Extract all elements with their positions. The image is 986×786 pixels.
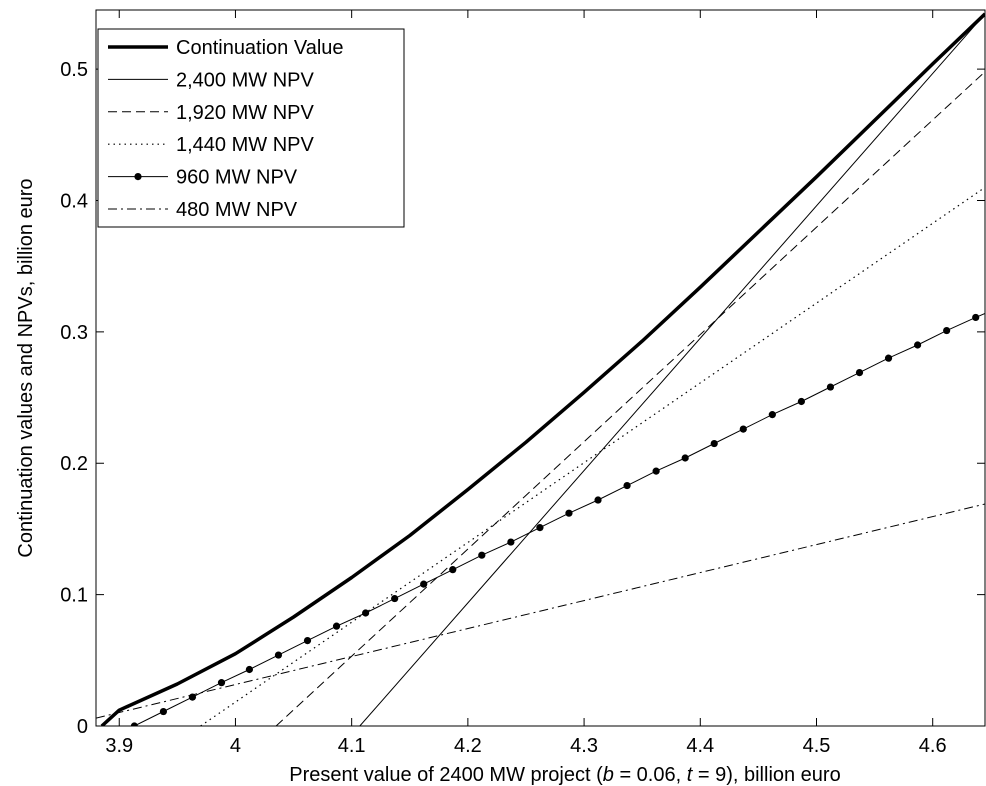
- series-marker: [245, 665, 253, 674]
- y-tick-label: 0.3: [60, 322, 88, 344]
- axes: [95, 9, 986, 727]
- series-marker: [884, 354, 893, 362]
- series-marker: [159, 707, 168, 716]
- series-marker: [332, 622, 341, 630]
- x-tick-label: 3.9: [105, 735, 133, 757]
- x-tick-label: 4: [230, 735, 241, 757]
- series-line-0: [100, 12, 985, 726]
- legend-marker: [134, 173, 142, 181]
- y-tick-label: 0.1: [60, 585, 88, 607]
- x-tick-label: 4.6: [919, 735, 947, 757]
- legend-label-1: 2,400 MW NPV: [176, 69, 314, 91]
- x-tick-label: 4.5: [803, 735, 831, 757]
- series-marker: [652, 467, 660, 475]
- x-axis-label-b: b: [603, 764, 614, 786]
- x-axis-label-b-value: = 0.06,: [614, 764, 687, 786]
- x-axis-label-prefix: Present value of 2400 MW project (: [289, 764, 603, 786]
- x-axis-label: Present value of 2400 MW project (b = 0.…: [289, 764, 840, 786]
- series-marker: [449, 566, 457, 574]
- tick-labels: 3.9 4 4.1 4.2 4.3 4.4 4.5 4.6 0 0.1 0.2 0.3 0.4 0.5: [60, 59, 946, 757]
- series-marker: [623, 481, 631, 490]
- series-marker: [768, 411, 776, 419]
- x-tick-label: 4.2: [454, 735, 482, 757]
- series-marker: [478, 551, 486, 559]
- series-marker: [565, 509, 573, 517]
- y-tick-label: 0.5: [60, 59, 88, 81]
- x-axis-label-suffix: = 9), billion euro: [692, 764, 840, 786]
- series-marker: [594, 496, 602, 504]
- y-tick-label: 0: [77, 716, 88, 738]
- legend-label-5: 480 MW NPV: [176, 199, 298, 221]
- series-line-5: [96, 503, 985, 719]
- x-tick-label: 4.1: [338, 735, 366, 757]
- series-marker: [536, 524, 544, 532]
- series-marker: [797, 397, 805, 406]
- series-marker: [972, 313, 980, 322]
- legend-label-3: 1,440 MW NPV: [176, 134, 314, 156]
- series-marker: [855, 368, 864, 377]
- series-line-3: [200, 186, 985, 726]
- x-axis-label-t: t: [687, 764, 694, 786]
- series-marker: [681, 454, 689, 462]
- series-marker: [274, 651, 283, 659]
- series-marker: [130, 722, 138, 726]
- series-marker: [943, 326, 951, 335]
- series-layer: [96, 12, 985, 726]
- x-tick-label: 4.4: [686, 735, 714, 757]
- series-marker: [507, 538, 515, 546]
- series-line-1: [359, 13, 985, 726]
- legend-label-4: 960 MW NPV: [176, 167, 298, 189]
- series-marker: [913, 341, 922, 349]
- series-marker: [826, 383, 835, 391]
- legend: Continuation Value 2,400 MW NPV 1,920 MW N…: [97, 28, 405, 228]
- y-tick-label: 0.4: [60, 190, 88, 212]
- legend-label-0: Continuation Value: [176, 37, 344, 59]
- legend-label-2: 1,920 MW NPV: [176, 102, 314, 124]
- y-tick-label: 0.2: [60, 453, 88, 475]
- series-marker: [710, 439, 718, 448]
- plot-frame: [95, 9, 986, 727]
- series-line-2: [275, 71, 985, 726]
- legend-box: [97, 28, 405, 228]
- y-axis-label: Continuation values and NPVs, billion eu…: [15, 178, 37, 557]
- x-tick-label: 4.3: [570, 735, 598, 757]
- series-marker: [391, 594, 399, 603]
- series-marker: [362, 609, 370, 617]
- series-marker: [420, 580, 428, 588]
- series-marker: [739, 425, 747, 433]
- series-marker: [217, 679, 226, 687]
- series-marker: [303, 637, 312, 645]
